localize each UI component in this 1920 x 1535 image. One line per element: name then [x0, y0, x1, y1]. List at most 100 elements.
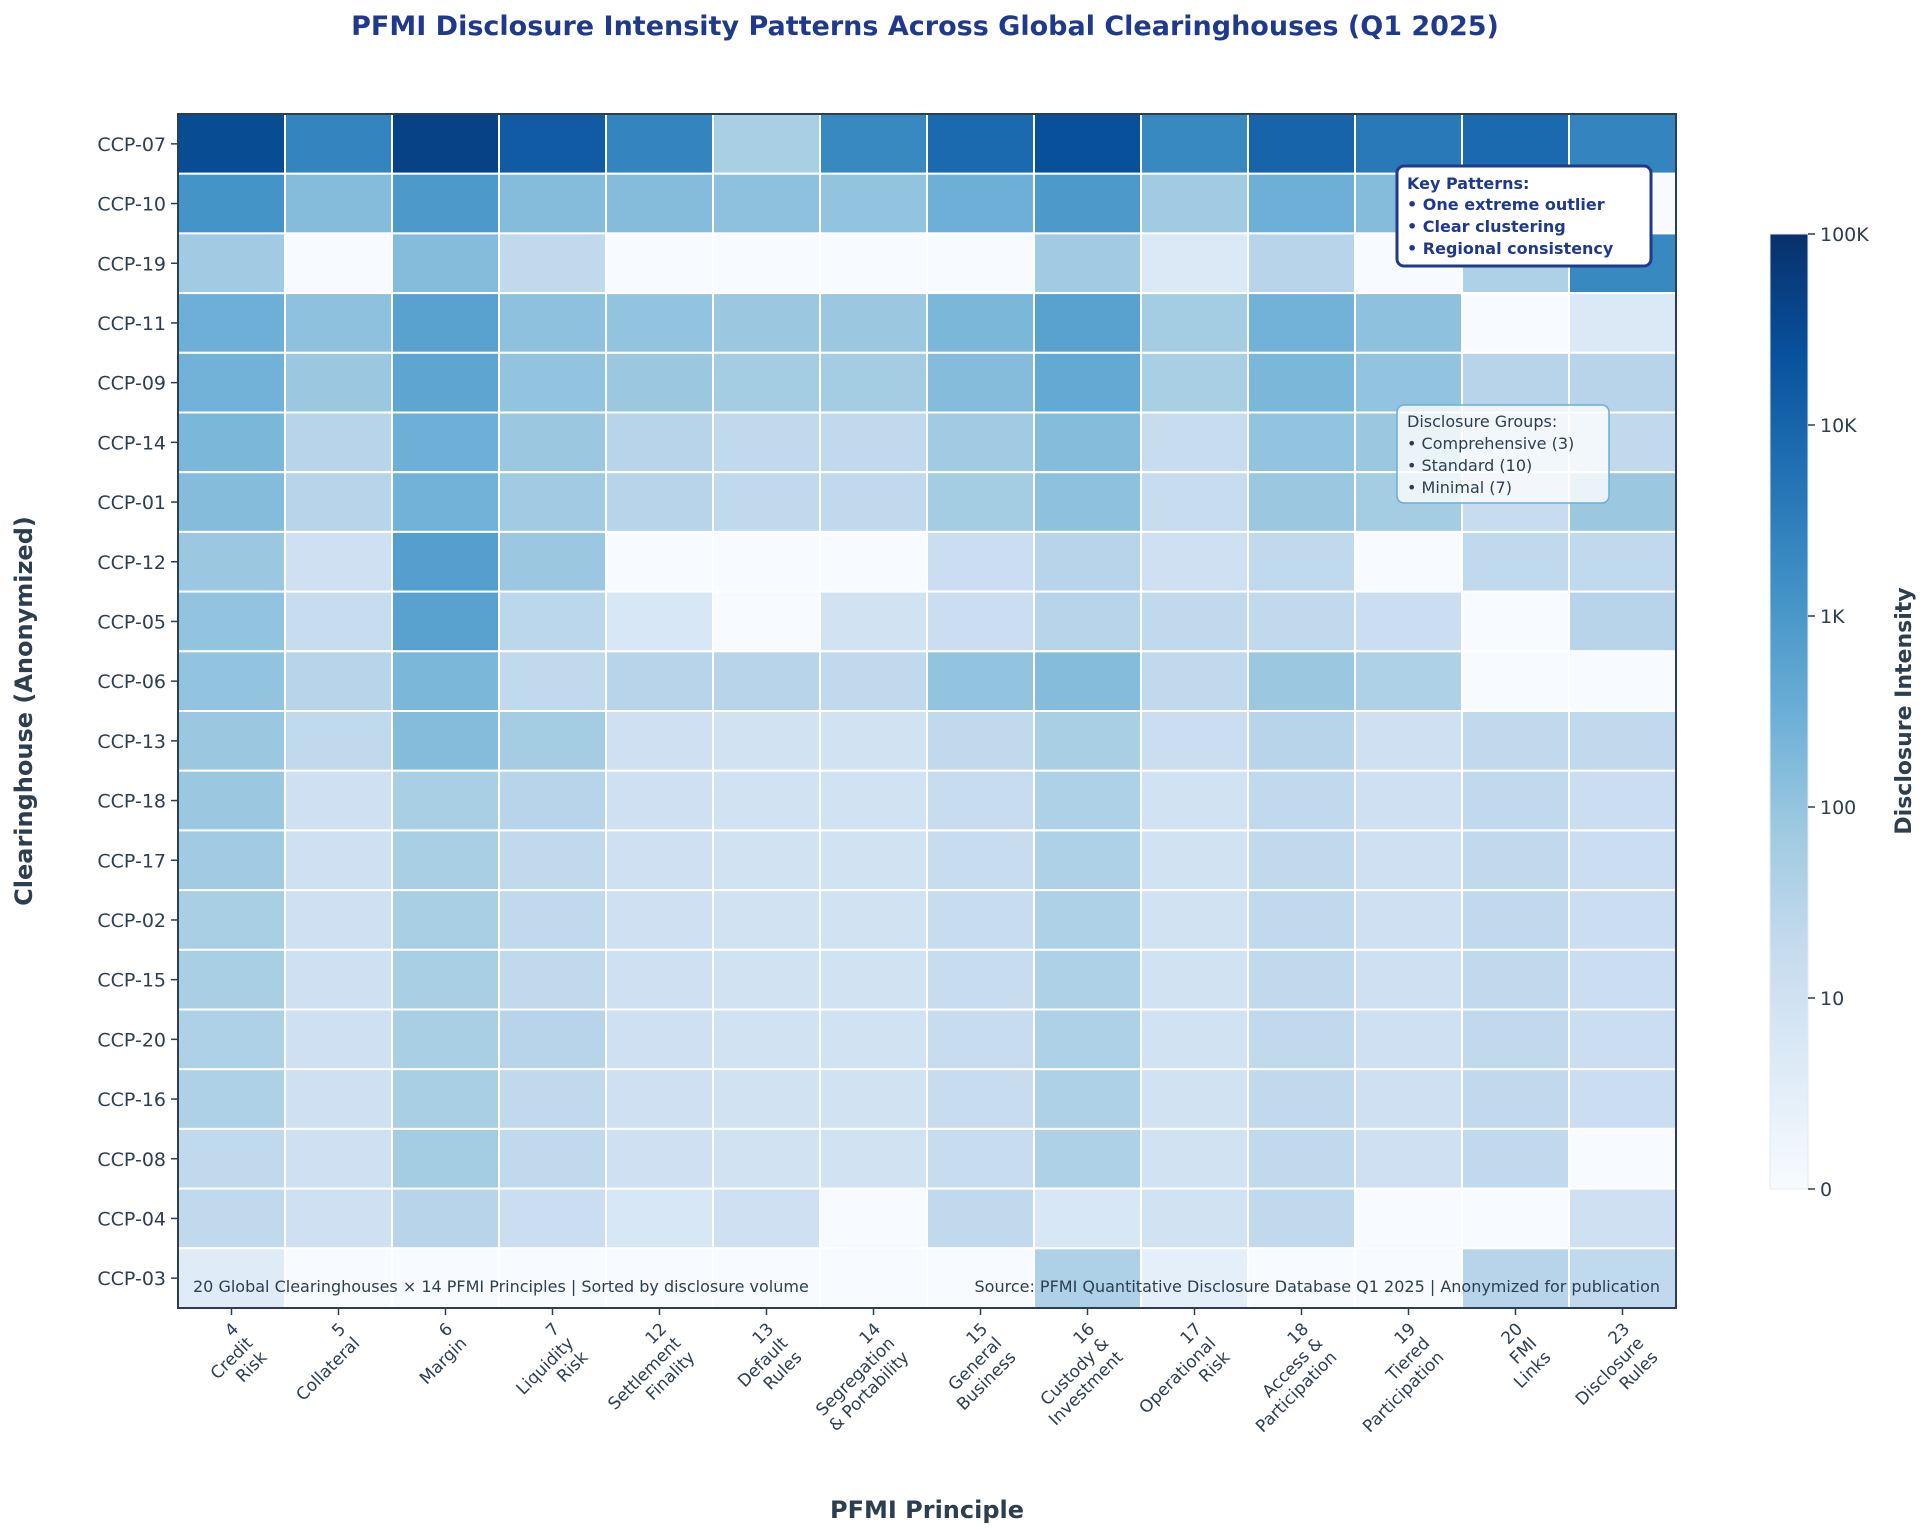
x-tick-label: 19TieredParticipation: [1331, 1319, 1448, 1436]
colorbar-tick-label: 10: [1820, 988, 1844, 1010]
x-tick-label: 23DisclosureRules: [1558, 1319, 1663, 1424]
heatmap-cell: [1140, 1068, 1249, 1130]
heatmap-cell: [712, 1068, 821, 1130]
x-tick-label: 17OperationalRisk: [1121, 1319, 1234, 1432]
heatmap-cell: [1461, 351, 1570, 414]
heatmap-cell: [712, 232, 821, 295]
heatmap-cell: [391, 1008, 500, 1071]
heatmap-cell: [1140, 1187, 1249, 1250]
heatmap-cell: [926, 292, 1035, 354]
heatmap-cell: [391, 1247, 500, 1310]
heatmap-cell: [605, 1247, 714, 1310]
heatmap-cell: [1140, 769, 1249, 832]
heatmap-cell: [1247, 1008, 1356, 1071]
heatmap-cell: [819, 530, 928, 593]
heatmap-cell: [605, 113, 714, 175]
footer-note-right: Source: PFMI Quantitative Disclosure Dat…: [975, 1277, 1661, 1296]
heatmap-cell: [712, 292, 821, 354]
heatmap-cell: [284, 710, 393, 772]
heatmap-cell: [1247, 889, 1356, 951]
y-tick-label: CCP-16: [97, 1089, 166, 1111]
heatmap-cell: [1033, 1247, 1142, 1310]
heatmap-cell: [926, 829, 1035, 892]
heatmap-cell: [1140, 530, 1249, 593]
heatmap-cell: [926, 530, 1035, 593]
heatmap-cell: [391, 172, 500, 235]
heatmap-cell: [712, 1127, 821, 1190]
heatmap-cell: [1140, 1008, 1249, 1071]
heatmap-cell: [1354, 1187, 1463, 1250]
heatmap-cell: [498, 1247, 607, 1310]
heatmap-cell: [177, 292, 286, 354]
heatmap-cell: [712, 1247, 821, 1310]
y-tick-label: CCP-11: [97, 313, 166, 335]
heatmap-cell: [1354, 948, 1463, 1011]
heatmap-cell: [605, 590, 714, 653]
heatmap-cell: [1354, 1127, 1463, 1190]
heatmap-cell: [712, 172, 821, 235]
heatmap-cell: [284, 1068, 393, 1130]
heatmap-cell: [1033, 769, 1142, 832]
heatmap-cell: [284, 650, 393, 712]
heatmap-cell: [284, 948, 393, 1011]
heatmap-cell: [498, 232, 607, 295]
heatmap-cell: [712, 113, 821, 175]
heatmap-cell: [391, 530, 500, 593]
heatmap-cell: [498, 351, 607, 414]
heatmap-cell: [1247, 710, 1356, 772]
heatmap-cell: [926, 172, 1035, 235]
heatmap-cell: [391, 292, 500, 354]
heatmap-cell: [1033, 530, 1142, 593]
disclosure-groups-box: Disclosure Groups: • Comprehensive (3) •…: [1396, 404, 1610, 504]
heatmap-cell: [1354, 650, 1463, 712]
heatmap-cell: [1140, 351, 1249, 414]
colorbar-tick-label: 0: [1820, 1179, 1832, 1201]
y-tick-label: CCP-14: [97, 432, 166, 454]
heatmap-cell: [1247, 232, 1356, 295]
heatmap-cell: [926, 710, 1035, 772]
heatmap-cell: [605, 1008, 714, 1071]
disclosure-groups-title: Disclosure Groups:: [1407, 412, 1557, 431]
heatmap-cell: [605, 948, 714, 1011]
heatmap-cell: [498, 411, 607, 474]
heatmap-cell: [1461, 1187, 1570, 1250]
heatmap-cell: [284, 769, 393, 832]
heatmap-cell: [819, 829, 928, 892]
heatmap-cell: [605, 232, 714, 295]
heatmap-cell: [605, 292, 714, 354]
key-patterns-box: Key Patterns: • One extreme outlier • Cl…: [1395, 164, 1653, 268]
heatmap-cell: [284, 590, 393, 653]
colorbar-tick-label: 1K: [1820, 606, 1845, 628]
y-tick-label: CCP-12: [97, 552, 166, 574]
heatmap-cell: [1140, 650, 1249, 712]
heatmap-cell: [1247, 829, 1356, 892]
disclosure-groups-item: • Comprehensive (3): [1407, 434, 1574, 453]
heatmap-cell: [926, 1247, 1035, 1310]
heatmap-cell: [1461, 889, 1570, 951]
heatmap-cell: [284, 829, 393, 892]
heatmap-cell: [284, 1187, 393, 1250]
x-tick-label: 4CreditRisk: [193, 1319, 272, 1398]
heatmap-cell: [712, 471, 821, 533]
heatmap-cell: [1140, 292, 1249, 354]
heatmap-cell: [498, 1068, 607, 1130]
y-tick-label: CCP-17: [97, 850, 166, 872]
heatmap-cell: [926, 113, 1035, 175]
heatmap-cell: [177, 1127, 286, 1190]
heatmap-cell: [391, 471, 500, 533]
x-tick-label: 14Segregation& Portability: [797, 1319, 913, 1435]
colorbar-gradient: [1770, 234, 1808, 1189]
heatmap-cell: [1568, 1127, 1677, 1190]
heatmap-cell: [819, 471, 928, 533]
heatmap-cell: [1568, 1008, 1677, 1071]
heatmap-cell: [819, 769, 928, 832]
heatmap-cell: [1461, 650, 1570, 712]
heatmap-cell: [1033, 1187, 1142, 1250]
heatmap-cell: [391, 232, 500, 295]
heatmap-cell: [391, 1187, 500, 1250]
heatmap-cell: [1033, 1127, 1142, 1190]
disclosure-groups-item: • Minimal (7): [1407, 478, 1512, 497]
heatmap-cell: [177, 590, 286, 653]
heatmap-cell: [926, 471, 1035, 533]
